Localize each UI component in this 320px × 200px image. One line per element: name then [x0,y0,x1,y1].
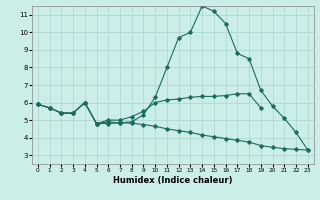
X-axis label: Humidex (Indice chaleur): Humidex (Indice chaleur) [113,176,233,185]
